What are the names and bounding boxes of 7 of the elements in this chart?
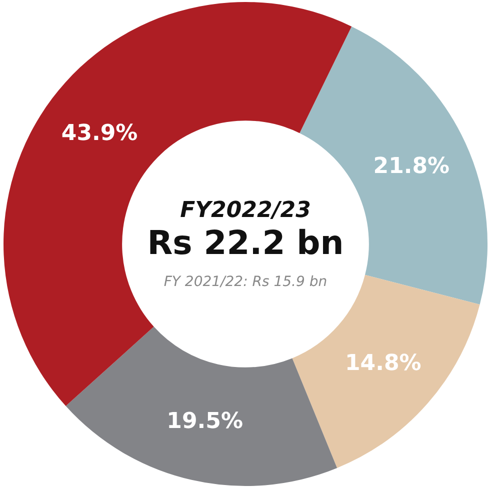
text: Rs 22.2 bn	[147, 223, 344, 262]
data-label: 21.8%	[373, 154, 450, 180]
data-label: 43.9%	[61, 120, 138, 146]
data-label: 19.5%	[166, 408, 243, 434]
text: FY 2021/22: Rs 15.9 bn	[164, 274, 328, 290]
data-label: 14.8%	[344, 350, 422, 376]
text: FY2022/23	[180, 198, 311, 223]
